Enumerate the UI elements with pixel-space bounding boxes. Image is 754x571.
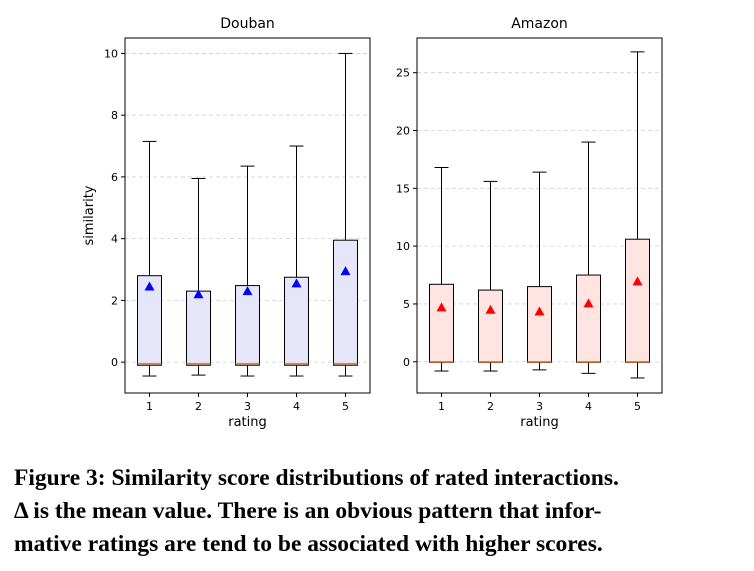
box-body xyxy=(186,290,211,366)
x-tick-label: 1 xyxy=(438,400,445,413)
box-3 xyxy=(527,171,552,371)
y-tick-label: 15 xyxy=(396,182,410,195)
mean-marker xyxy=(193,289,204,299)
x-tick-label: 5 xyxy=(634,400,641,413)
x-tick-label: 3 xyxy=(244,400,251,413)
chart-title: Amazon xyxy=(511,16,568,32)
box-body xyxy=(284,276,309,366)
y-tick-label: 6 xyxy=(111,171,118,184)
mean-marker xyxy=(583,298,594,308)
y-tick-label: 8 xyxy=(111,109,118,122)
chart-title: Douban xyxy=(220,16,275,32)
mean-marker xyxy=(340,266,351,276)
x-tick-label: 1 xyxy=(146,400,153,413)
x-tick-label: 5 xyxy=(342,400,349,413)
box-2 xyxy=(478,180,503,372)
y-tick-label: 4 xyxy=(111,233,118,246)
y-tick-label: 20 xyxy=(396,125,410,138)
x-tick-label: 2 xyxy=(487,400,494,413)
mean-marker xyxy=(242,286,253,296)
box-4 xyxy=(284,145,309,377)
caption-line-1: Figure 3: Similarity score distributions… xyxy=(14,465,619,491)
mean-marker xyxy=(534,306,545,316)
x-axis-label: rating xyxy=(228,415,267,430)
box-body xyxy=(478,289,503,363)
caption-line-3: mative ratings are tend to be associated… xyxy=(14,531,603,557)
box-1 xyxy=(429,167,454,372)
y-axis-label: similarity xyxy=(82,185,97,245)
box-body xyxy=(625,238,650,363)
figure-caption: Figure 3: Similarity score distributions… xyxy=(14,462,744,561)
chart-amazon: 0 5 10 15 20 25 1 2 3 4 5 Amazon rating xyxy=(396,16,663,430)
mean-marker xyxy=(291,278,302,288)
x-tick-label: 3 xyxy=(536,400,543,413)
box-2 xyxy=(186,177,211,376)
x-tick-label: 2 xyxy=(195,400,202,413)
y-tick-label: 5 xyxy=(403,298,410,311)
caption-line-2: Δ is the mean value. There is an obvious… xyxy=(14,498,602,524)
x-tick-label: 4 xyxy=(585,400,592,413)
box-body xyxy=(333,239,358,366)
box-1 xyxy=(137,140,162,377)
plot-frame xyxy=(124,37,371,394)
box-5 xyxy=(333,52,358,377)
x-tick-label: 4 xyxy=(293,400,300,413)
y-tick-label: 0 xyxy=(403,356,410,369)
box-body xyxy=(527,286,552,363)
box-3 xyxy=(235,165,260,377)
mean-marker xyxy=(144,281,155,291)
y-tick-label: 25 xyxy=(396,67,410,80)
plot-frame xyxy=(416,37,663,394)
x-axis-label: rating xyxy=(520,415,559,430)
mean-marker xyxy=(485,304,496,314)
box-body xyxy=(576,274,601,363)
box-4 xyxy=(576,141,601,374)
box-body xyxy=(235,285,260,366)
y-tick-label: 10 xyxy=(396,240,410,253)
box-body xyxy=(137,275,162,366)
mean-marker xyxy=(436,302,447,312)
y-tick-label: 10 xyxy=(104,47,118,60)
mean-marker xyxy=(632,276,643,286)
box-5 xyxy=(625,51,650,379)
box-body xyxy=(429,283,454,363)
y-tick-label: 0 xyxy=(111,356,118,369)
y-tick-label: 2 xyxy=(111,294,118,307)
